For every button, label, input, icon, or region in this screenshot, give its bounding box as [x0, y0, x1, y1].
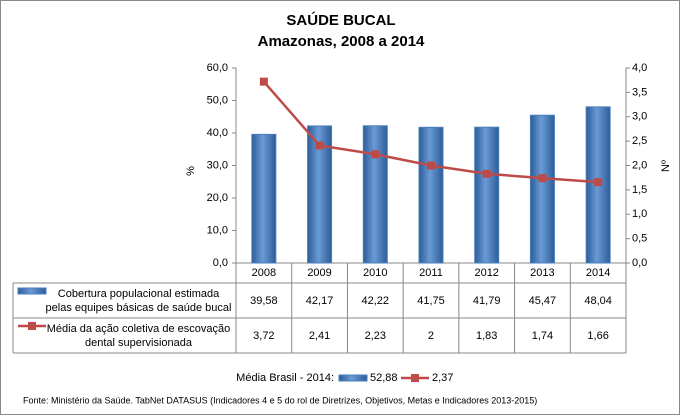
x-tick-label: 2008 [251, 267, 277, 279]
x-tick-label: 2010 [363, 267, 388, 279]
y2-axis-title: Nº [660, 160, 672, 172]
legend-icon [411, 374, 419, 382]
line-marker [482, 169, 491, 178]
reference-value: 2,37 [432, 372, 453, 384]
legend-label: Cobertura populacional estimada pelas eq… [45, 287, 232, 314]
data-table-value: 2,23 [364, 329, 386, 342]
data-table-value: 41,79 [472, 294, 501, 307]
data-table-value: 42,17 [305, 294, 334, 307]
line-marker [371, 150, 380, 159]
legend-icon [17, 287, 47, 295]
y-tick-label: 40,0 [207, 127, 228, 139]
y-tick-label: 0,0 [213, 257, 228, 269]
data-table-value: 45,47 [528, 294, 557, 307]
y2-tick-label: 1,5 [632, 184, 647, 196]
data-table-value: 2,41 [308, 329, 331, 342]
bar [362, 125, 388, 264]
y2-tick-label: 1,0 [632, 208, 647, 220]
y2-tick-label: 3,5 [632, 86, 647, 98]
chart-subtitle: Amazonas, 2008 a 2014 [258, 33, 425, 50]
legend-label: Média da ação coletiva de escovação dent… [46, 322, 231, 349]
y2-tick-label: 0,5 [632, 233, 647, 245]
line-marker [538, 174, 547, 183]
data-table-value: 39,58 [250, 294, 278, 307]
reference-label: Média Brasil - 2014: [236, 372, 334, 384]
x-tick-label: 2011 [419, 267, 443, 279]
x-tick-label: 2014 [585, 267, 611, 279]
line-marker [594, 178, 603, 187]
data-table-value: 3,72 [253, 329, 275, 342]
x-tick-label: 2012 [474, 267, 499, 279]
x-tick-label: 2009 [307, 267, 332, 279]
y-tick-label: 50,0 [207, 94, 228, 106]
data-table-value: 2 [427, 329, 435, 342]
bar [529, 114, 555, 264]
y-tick-label: 60,0 [207, 62, 228, 74]
line-marker [259, 77, 268, 86]
data-table-value: 1,66 [587, 329, 609, 342]
y-tick-label: 20,0 [207, 192, 228, 204]
y-tick-label: 30,0 [207, 159, 228, 171]
data-table-value: 41,75 [417, 294, 445, 307]
data-table-value: 1,83 [475, 329, 498, 342]
legend-icon [338, 374, 368, 382]
bar [474, 126, 500, 264]
data-table-value: 48,04 [584, 294, 612, 307]
line-marker [427, 161, 435, 170]
reference-value: 52,88 [370, 372, 398, 384]
x-tick-label: 2013 [530, 267, 555, 279]
y2-tick-label: 2,0 [632, 159, 647, 171]
line-marker [315, 141, 324, 150]
chart-title: SAÚDE BUCAL [286, 11, 395, 29]
source-note: Fonte: Ministério da Saúde. TabNet DATAS… [23, 395, 537, 405]
legend-icon [28, 322, 36, 330]
y-tick-label: 10,0 [207, 224, 228, 236]
y2-tick-label: 4,0 [632, 62, 647, 74]
y2-tick-label: 0,0 [632, 257, 647, 269]
data-table-value: 1,74 [531, 329, 554, 342]
bar [251, 133, 277, 264]
y2-tick-label: 3,0 [632, 111, 647, 123]
data-table-value: 42,22 [361, 294, 390, 307]
bar [418, 126, 444, 264]
y2-tick-label: 2,5 [632, 135, 647, 147]
y-axis-title: % [185, 166, 197, 176]
